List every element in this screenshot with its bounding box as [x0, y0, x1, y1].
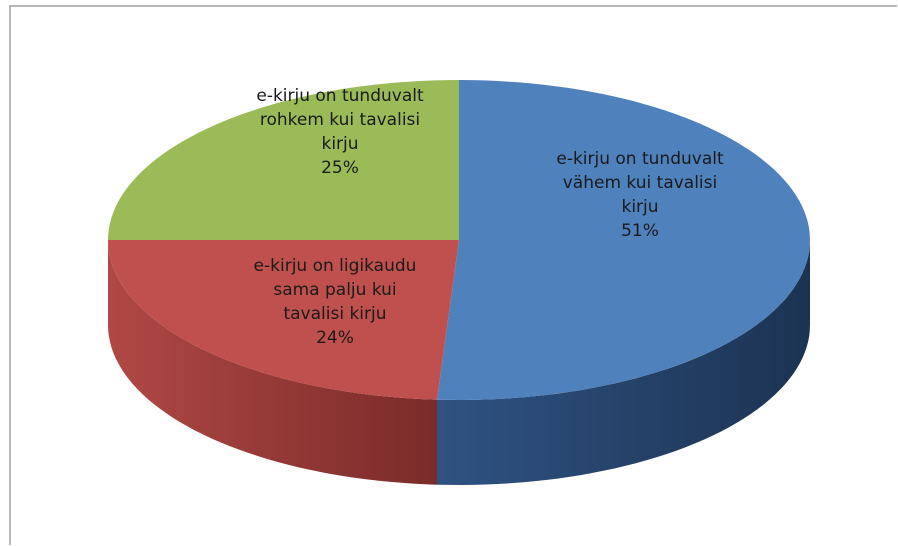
slice-side: [108, 240, 437, 485]
plot-border: [9, 5, 897, 545]
label-value: 24%: [316, 328, 354, 348]
data-label: e-kirju on tunduvalt rohkem kui tavalisi…: [255, 84, 425, 180]
slice: [108, 240, 459, 400]
data-label: e-kirju on ligikaudu sama palju kui tava…: [250, 254, 420, 350]
label-category: e-kirju on tunduvalt rohkem kui tavalisi…: [256, 86, 424, 154]
data-label: e-kirju on tunduvalt vähem kui tavalisi …: [555, 147, 725, 243]
slice-side: [437, 240, 810, 485]
label-value: 51%: [621, 221, 659, 241]
label-value: 25%: [321, 158, 359, 178]
slice: [108, 80, 459, 240]
slice: [437, 80, 810, 400]
label-category: e-kirju on tunduvalt vähem kui tavalisi …: [556, 149, 724, 217]
label-category: e-kirju on ligikaudu sama palju kui tava…: [253, 256, 417, 324]
